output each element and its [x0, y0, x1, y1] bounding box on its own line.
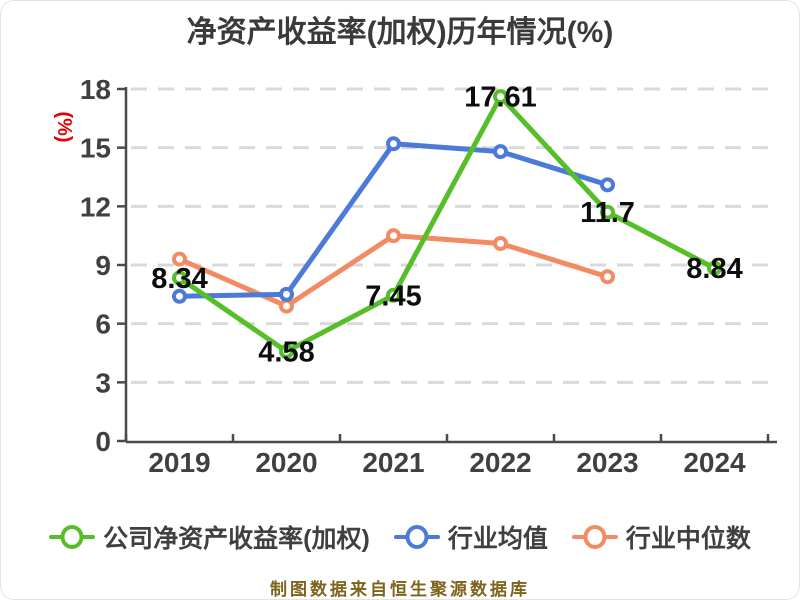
data-point-marker[interactable] [493, 235, 508, 251]
legend-item-industry-median[interactable]: 行业中位数 [571, 519, 751, 555]
data-point-label: 8.84 [686, 253, 742, 285]
y-tick-label: 12 [80, 191, 111, 222]
legend-label-industry-median: 行业中位数 [625, 525, 751, 553]
data-point-marker[interactable] [279, 286, 294, 302]
x-tick-label: 2024 [683, 447, 746, 478]
x-tick-label: 2023 [576, 447, 638, 478]
data-point-marker[interactable] [600, 204, 615, 220]
data-point-marker[interactable] [707, 260, 722, 276]
data-point-marker[interactable] [386, 228, 401, 244]
y-tick-label: 9 [95, 250, 111, 281]
series-line-行业均值 [177, 141, 610, 299]
data-point-label: 17.61 [464, 82, 537, 114]
data-point-label: 4.58 [258, 336, 314, 368]
data-source-note: 制图数据来自恒生聚源数据库 [270, 580, 530, 599]
data-point-marker[interactable] [172, 270, 187, 286]
legend-label-industry-mean: 行业均值 [447, 525, 548, 553]
data-point-label: 7.45 [365, 280, 421, 312]
data-point-label: 11.7 [580, 197, 635, 229]
y-tick-label: 18 [80, 74, 111, 105]
legend-marker-green-icon [49, 524, 96, 550]
legend: 公司净资产收益率(加权) 行业均值 行业中位数 [1, 519, 799, 555]
legend-item-company-roe[interactable]: 公司净资产收益率(加权) [49, 519, 370, 555]
legend-label-company-roe: 公司净资产收益率(加权) [103, 525, 370, 553]
data-point-marker[interactable] [493, 144, 508, 160]
x-tick-label: 2022 [469, 447, 531, 478]
y-tick-label: 15 [80, 133, 111, 164]
data-point-marker[interactable] [386, 136, 401, 152]
data-point-marker[interactable] [279, 298, 294, 314]
x-tick-label: 2021 [362, 447, 424, 478]
legend-item-industry-mean[interactable]: 行业均值 [393, 519, 548, 555]
data-point-marker[interactable] [172, 288, 187, 304]
data-point-marker[interactable] [172, 251, 187, 267]
data-point-marker[interactable] [600, 177, 615, 193]
y-tick-label: 3 [95, 367, 111, 398]
data-point-marker[interactable] [493, 89, 508, 105]
chart-title: 净资产收益率(加权)历年情况(%) [186, 16, 614, 49]
x-tick-label: 2019 [148, 447, 210, 478]
series-line-公司净资产收益率(加权) [177, 94, 717, 354]
data-point-marker[interactable] [386, 287, 401, 303]
y-tick-label: 6 [95, 309, 111, 340]
data-point-marker[interactable] [600, 269, 615, 285]
data-point-label: 8.34 [151, 263, 207, 295]
legend-marker-orange-icon [571, 524, 618, 550]
legend-marker-blue-icon [393, 524, 440, 550]
data-point-marker[interactable] [279, 343, 294, 359]
x-tick-label: 2020 [255, 447, 317, 478]
y-tick-label: 0 [95, 426, 111, 457]
plot-svg: 0 3 6 9 12 15 18 2019 2020 2021 2022 2023 2024 8.34 4.… [80, 74, 777, 478]
